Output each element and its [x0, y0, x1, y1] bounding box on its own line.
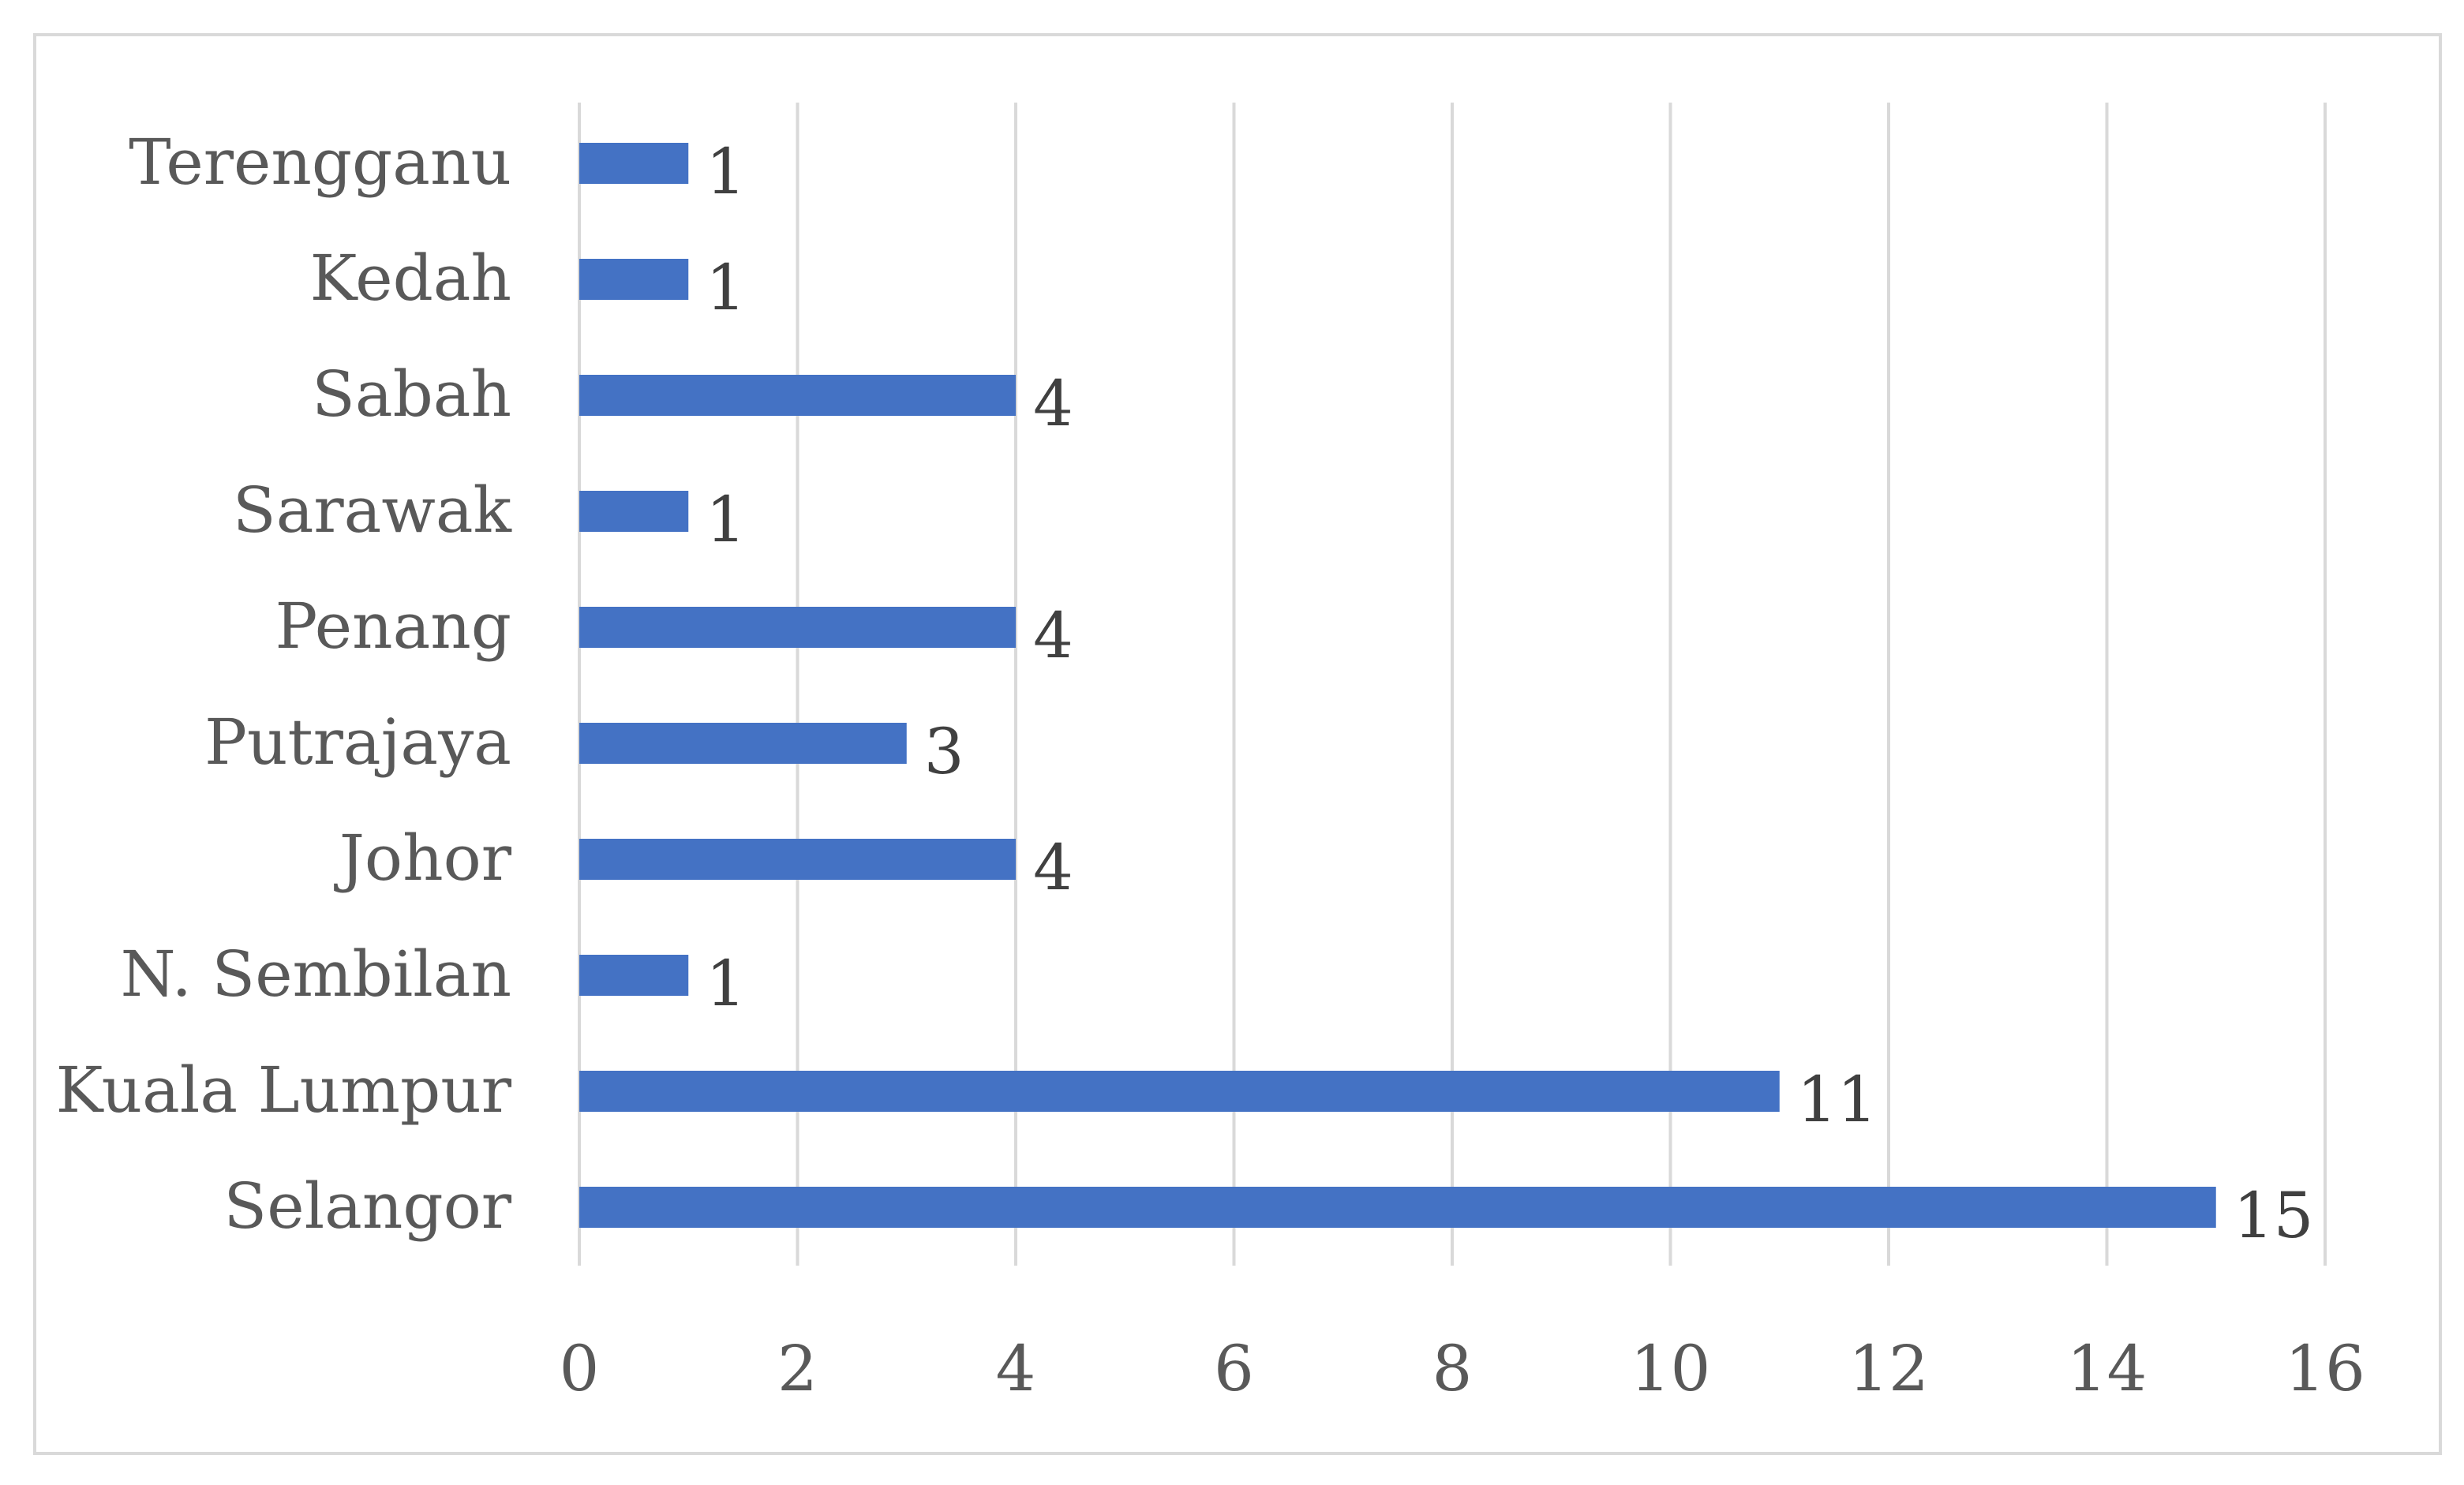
data-label: 1: [706, 947, 746, 1020]
category-label: Penang: [275, 589, 511, 663]
category-label: Selangor: [223, 1169, 511, 1243]
data-label: 4: [1033, 831, 1073, 904]
category-label: N. Sembilan: [121, 937, 511, 1011]
x-tick-label: 10: [1631, 1332, 1711, 1405]
data-label: 4: [1033, 367, 1073, 440]
x-tick-label: 14: [2067, 1332, 2148, 1405]
bar: [579, 839, 1016, 880]
data-label: 1: [706, 251, 746, 324]
x-tick-label: 8: [1432, 1332, 1473, 1405]
x-tick-label: 12: [1848, 1332, 1929, 1405]
data-label: 11: [1797, 1063, 1878, 1136]
bar: [579, 143, 689, 184]
bar: [579, 259, 689, 300]
bar: [579, 607, 1016, 648]
category-label: Kedah: [310, 241, 511, 315]
data-label: 3: [924, 715, 964, 788]
category-label: Sabah: [312, 357, 511, 431]
data-label: 1: [706, 483, 746, 556]
bar: [579, 491, 689, 532]
data-label: 15: [2234, 1179, 2314, 1252]
category-label: Putrajaya: [204, 705, 511, 779]
bar: [579, 1187, 2216, 1228]
x-tick-label: 4: [996, 1332, 1036, 1405]
data-label: 1: [706, 135, 746, 208]
x-tick-label: 16: [2285, 1332, 2365, 1405]
data-label: 4: [1033, 599, 1073, 672]
x-tick-label: 0: [560, 1332, 600, 1405]
bar: [579, 375, 1016, 416]
x-tick-label: 2: [777, 1332, 818, 1405]
bars: [579, 143, 2216, 1228]
category-labels: Terengganu Kedah Sabah Sarawak Penang Putraja…: [56, 125, 513, 1243]
bar: [579, 723, 907, 764]
category-label: Sarawak: [233, 473, 513, 547]
bar: [579, 955, 689, 996]
category-label: Johor: [334, 821, 512, 895]
category-label: Terengganu: [129, 125, 511, 199]
x-tick-label: 6: [1214, 1332, 1254, 1405]
x-axis-tick-labels: 0 2 4 6 8 10 12 14 16: [560, 1332, 2365, 1405]
category-label: Kuala Lumpur: [56, 1053, 512, 1127]
bar: [579, 1071, 1780, 1112]
